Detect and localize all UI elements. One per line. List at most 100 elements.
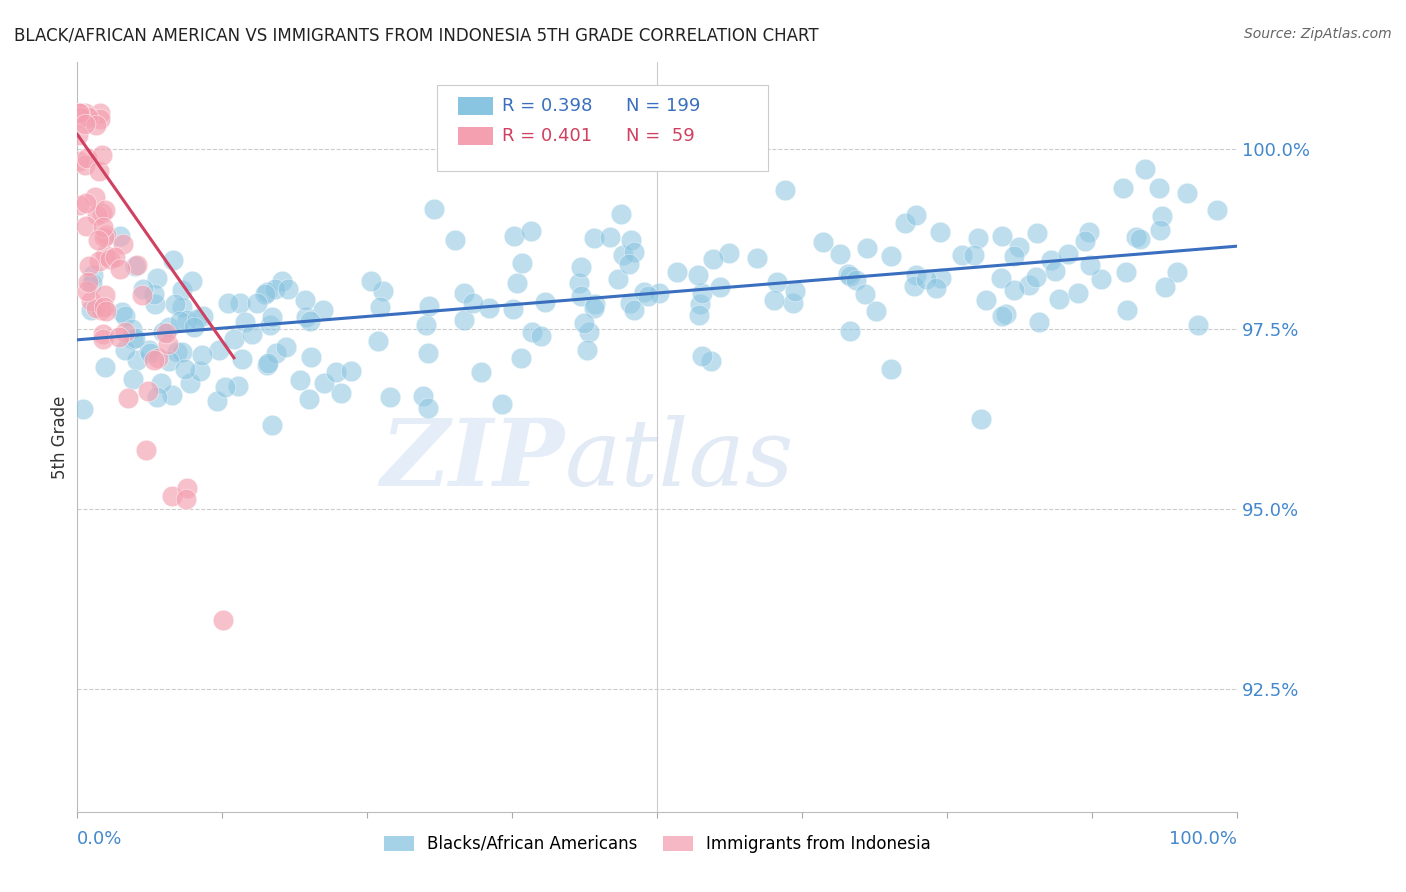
Point [91,206,114,220]
Point [75,106,97,120]
Point [606,272,628,286]
Point [811,235,834,249]
Point [121,321,143,335]
Point [67,106,90,120]
Point [111,305,134,319]
Point [423,202,446,217]
Point [763,293,786,308]
Point [569,288,592,302]
Point [233,315,256,329]
Point [180,274,202,288]
Point [1187,318,1209,332]
Point [217,295,239,310]
Point [612,247,634,261]
Point [75,195,97,210]
Point [765,275,787,289]
Point [89,164,111,178]
Point [117,392,139,406]
Point [880,249,903,263]
Point [205,393,228,408]
Point [76,284,98,298]
Point [453,286,475,301]
Point [76,151,98,165]
Point [156,337,179,351]
Point [173,362,195,376]
Y-axis label: 5th Grade: 5th Grade [51,395,69,479]
Point [121,372,143,386]
Point [974,293,997,307]
Point [470,365,492,379]
Point [690,349,713,363]
Point [520,325,543,339]
Point [93,229,115,244]
Point [1149,223,1171,237]
Point [709,280,731,294]
Point [773,183,796,197]
Point [86,208,108,222]
Point [1018,277,1040,292]
Point [905,268,928,282]
Point [665,265,688,279]
Point [583,301,606,315]
Point [491,397,513,411]
Point [176,481,198,495]
Point [87,254,110,268]
Point [1150,209,1173,223]
Point [970,412,993,426]
Point [208,343,231,357]
Point [853,286,876,301]
Point [176,313,198,327]
Point [94,203,117,218]
Point [371,284,394,298]
Point [240,326,263,341]
Point [702,252,724,266]
Point [880,361,903,376]
Point [127,353,149,368]
Point [169,314,191,328]
Point [865,304,887,318]
Point [94,287,117,301]
Point [623,245,645,260]
Point [990,270,1012,285]
Point [378,390,401,404]
Point [127,258,149,272]
Point [1047,293,1070,307]
Point [1078,258,1101,272]
Point [845,272,868,286]
Point [991,309,1014,323]
Point [1045,264,1067,278]
Point [91,326,114,341]
Point [990,228,1012,243]
Point [77,275,100,289]
Point [747,252,769,266]
Point [229,295,252,310]
Point [162,252,184,267]
FancyBboxPatch shape [437,85,768,171]
Point [582,231,605,245]
Point [530,329,553,343]
Point [633,285,655,299]
Point [264,345,287,359]
Point [179,376,201,390]
Point [1002,283,1025,297]
Point [80,302,103,317]
Point [510,256,533,270]
Point [299,351,322,365]
Point [503,229,526,244]
Point [108,262,131,277]
Point [163,297,186,311]
Point [785,285,807,299]
Point [138,343,160,358]
Point [367,334,389,349]
Point [84,119,107,133]
Point [1090,272,1112,286]
Point [478,301,501,316]
Point [1077,226,1099,240]
Point [84,189,107,203]
Point [186,311,208,326]
Point [1125,230,1147,244]
Point [263,282,285,296]
Point [1115,265,1137,279]
Point [443,233,465,247]
Point [330,385,353,400]
